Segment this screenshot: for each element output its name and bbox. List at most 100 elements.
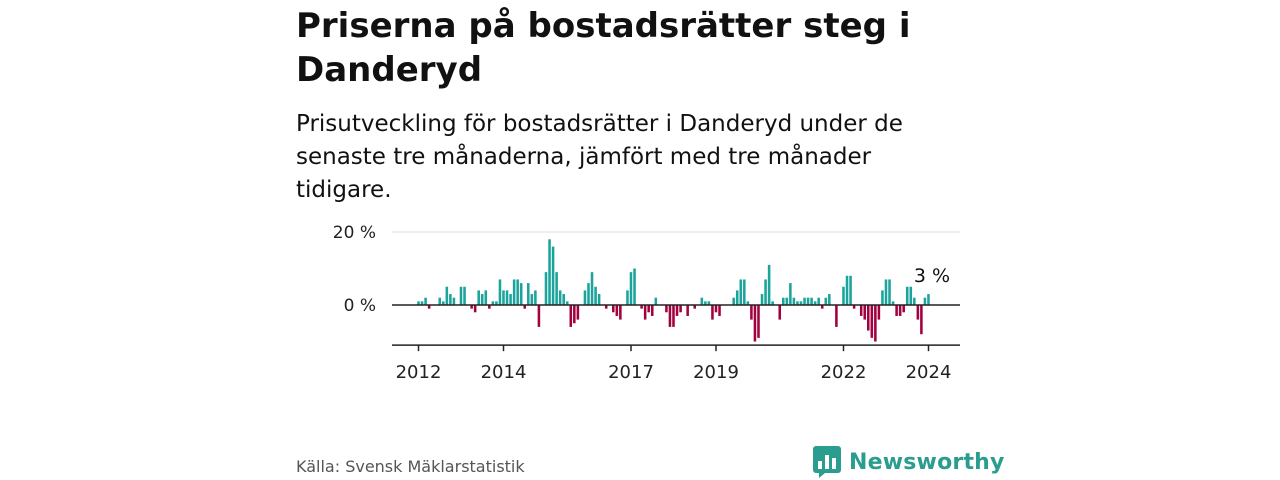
bar — [828, 294, 831, 305]
bar — [686, 305, 689, 316]
bar — [746, 301, 750, 305]
bar — [562, 294, 565, 305]
brand-name: Newsworthy — [849, 449, 1005, 475]
bar — [477, 290, 480, 305]
bar — [913, 297, 916, 305]
bar — [604, 305, 608, 309]
x-tick-label: 2014 — [481, 362, 527, 383]
bar — [438, 297, 442, 305]
bar — [735, 290, 739, 305]
bar — [757, 305, 760, 338]
bar — [516, 279, 519, 305]
bar — [824, 297, 828, 305]
bar — [711, 305, 714, 320]
bar — [459, 286, 463, 305]
bar — [470, 305, 473, 309]
bar — [771, 301, 774, 305]
y-tick-label: 20 % — [333, 223, 376, 243]
bar — [643, 305, 647, 320]
bar — [629, 272, 633, 305]
bar — [427, 305, 431, 309]
bar — [512, 279, 516, 305]
chart-subtitle: Prisutveckling för bostadsrätter i Dande… — [296, 111, 903, 203]
bar — [835, 305, 838, 327]
bar — [707, 301, 711, 305]
bar — [905, 286, 909, 305]
x-tick-label: 2012 — [396, 362, 442, 383]
bar — [859, 305, 863, 316]
grid-layer: 20 % 0 % — [333, 223, 960, 316]
bar — [417, 301, 420, 305]
axis-layer: 2012 2014 2017 2019 2022 2024 — [392, 304, 960, 383]
bar — [573, 305, 576, 324]
bar — [544, 272, 548, 305]
bar — [870, 305, 874, 338]
bar — [590, 272, 594, 305]
bar — [615, 305, 619, 316]
bar — [806, 297, 810, 305]
bar — [845, 275, 849, 305]
bar — [665, 305, 668, 313]
bar — [488, 305, 491, 309]
bar — [463, 286, 466, 305]
newsworthy-logo[interactable]: Newsworthy — [813, 446, 1005, 478]
bar — [813, 301, 817, 305]
bar — [633, 268, 636, 305]
bar — [750, 305, 753, 320]
y-tick-label: 0 % — [344, 296, 376, 316]
bar — [877, 305, 881, 320]
bar — [491, 301, 495, 305]
bar — [714, 305, 718, 313]
bar — [778, 305, 782, 320]
bar — [420, 301, 424, 305]
bar — [523, 305, 527, 309]
chart-title: Priserna på bostadsrätter steg i Dandery… — [296, 6, 911, 90]
bar — [810, 297, 813, 305]
bar — [891, 301, 895, 305]
bar — [874, 305, 877, 342]
latest-value-annotation: 3 % — [914, 265, 950, 287]
bar — [732, 297, 735, 305]
bar — [849, 275, 852, 305]
bar — [509, 294, 512, 305]
source-note: Källa: Svensk Mäklarstatistik — [296, 457, 525, 476]
bar — [909, 286, 913, 305]
bar — [672, 305, 675, 327]
bar — [718, 305, 721, 316]
bar — [565, 301, 569, 305]
bar — [867, 305, 870, 331]
bar — [679, 305, 682, 313]
bar — [551, 246, 555, 305]
x-tick-label: 2022 — [821, 362, 867, 383]
newsworthy-logo-icon — [813, 446, 841, 478]
bar — [619, 305, 622, 320]
bar — [424, 297, 427, 305]
bar — [888, 279, 891, 305]
bar — [548, 239, 551, 305]
bar — [842, 286, 845, 305]
bar — [640, 305, 643, 309]
bar — [803, 297, 806, 305]
bar — [558, 290, 562, 305]
bar — [650, 305, 654, 316]
bar — [647, 305, 650, 313]
bar — [594, 286, 597, 305]
bar — [916, 305, 920, 320]
bar — [799, 301, 803, 305]
bar — [820, 305, 824, 309]
bar — [895, 305, 898, 316]
bar — [796, 301, 799, 305]
bar — [764, 279, 767, 305]
bar — [445, 286, 449, 305]
bar — [902, 305, 905, 313]
bar — [534, 290, 537, 305]
bar — [884, 279, 888, 305]
bar — [675, 305, 679, 316]
bar — [452, 297, 456, 305]
bar — [505, 290, 509, 305]
bar — [785, 297, 789, 305]
bar — [852, 305, 856, 309]
bar — [767, 264, 771, 305]
bar — [923, 297, 927, 305]
bar — [693, 305, 697, 309]
